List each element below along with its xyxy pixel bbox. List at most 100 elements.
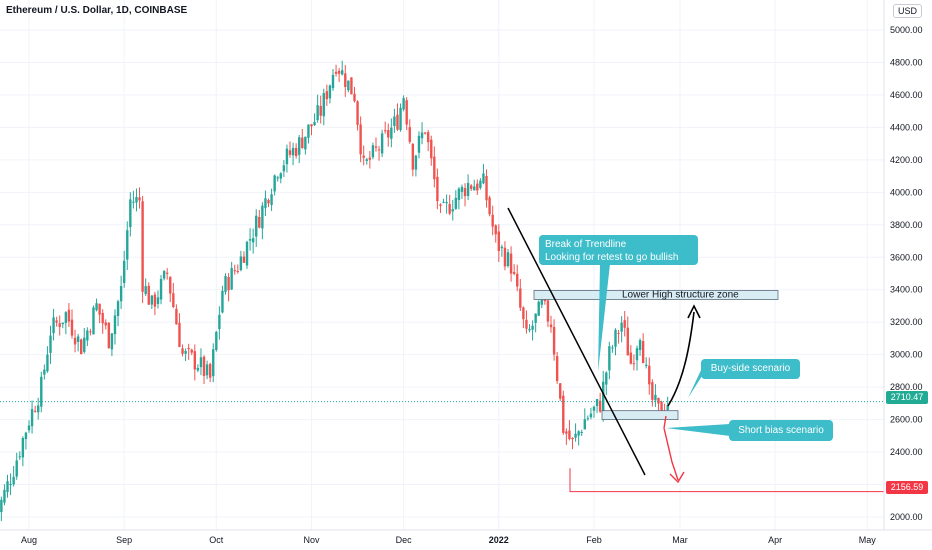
candle-body	[430, 139, 433, 159]
candle-body	[506, 252, 510, 266]
callout-break-of-trendline[interactable]: Break of Trendline Looking for retest to…	[539, 235, 698, 265]
candle-body	[242, 256, 246, 263]
candle-body	[423, 132, 427, 134]
candle-body	[347, 80, 350, 91]
candle-body	[383, 130, 387, 132]
price-tick-label: 4200.00	[890, 155, 923, 165]
candle-body	[626, 327, 629, 356]
buy-side-arrow	[667, 311, 695, 407]
candle-body	[651, 382, 654, 400]
time-tick-label: Feb	[586, 535, 602, 545]
callout-short-bias[interactable]: Short bias scenario	[729, 420, 833, 441]
candle-body	[620, 322, 623, 332]
candle-body	[76, 336, 80, 342]
candle-body	[233, 270, 236, 272]
candle-body	[359, 124, 362, 155]
candle-body	[3, 489, 6, 503]
currency-button[interactable]: USD	[892, 4, 922, 18]
candle-body	[132, 201, 135, 203]
candle-body	[344, 73, 347, 88]
candle-body	[586, 418, 590, 420]
candle-body	[122, 260, 126, 284]
candle-body	[251, 238, 255, 243]
candle-body	[473, 186, 476, 191]
candle-body	[368, 157, 372, 160]
time-tick-label: Aug	[21, 535, 37, 545]
candle-body	[645, 364, 648, 367]
candle-body	[307, 124, 310, 138]
price-tick-label: 4400.00	[890, 122, 923, 132]
candle-body	[21, 438, 25, 458]
candle-body	[230, 267, 233, 290]
candle-body	[442, 201, 445, 203]
candle-body	[196, 367, 200, 371]
candle-body	[629, 352, 633, 364]
time-tick-label: Apr	[768, 535, 782, 545]
candle-body	[319, 105, 322, 116]
candle-body	[129, 199, 132, 228]
candle-body	[491, 214, 494, 227]
candle-body	[390, 127, 393, 139]
candle-body	[365, 159, 368, 161]
price-tick-label: 3800.00	[890, 220, 923, 230]
candle-body	[40, 376, 43, 407]
candle-body	[162, 271, 166, 279]
candle-body	[331, 74, 335, 89]
candle-body	[512, 272, 516, 274]
candle-body	[479, 180, 482, 188]
candle-body	[150, 295, 154, 305]
candle-body	[534, 313, 537, 323]
candle-body	[169, 276, 172, 294]
candle-body	[565, 431, 568, 434]
price-tick-label: 2800.00	[890, 382, 923, 392]
candle-body	[396, 114, 399, 130]
candle-body	[83, 337, 86, 352]
candle-body	[175, 308, 178, 325]
candle-body	[445, 202, 448, 204]
candle-body	[341, 70, 344, 75]
price-tick-label: 4600.00	[890, 90, 923, 100]
candle-body	[248, 239, 252, 241]
callout-buy-side[interactable]: Buy-side scenario	[701, 359, 800, 379]
candle-body	[666, 405, 669, 410]
candle-body	[95, 303, 98, 311]
candle-body	[476, 183, 479, 191]
candle-body	[138, 197, 141, 201]
candle-body	[337, 70, 341, 74]
candle-body	[264, 198, 267, 208]
candle-body	[494, 225, 497, 235]
candle-body	[147, 285, 150, 305]
candle-body	[531, 325, 534, 330]
price-tick-label: 3000.00	[890, 350, 923, 360]
candle-body	[451, 209, 454, 212]
candle-body	[592, 406, 596, 411]
candle-body	[187, 348, 190, 350]
candle-body	[632, 363, 636, 365]
candle-body	[555, 356, 559, 381]
candle-body	[635, 348, 639, 361]
candle-body	[393, 116, 396, 127]
candle-body	[525, 319, 528, 329]
candle-body	[580, 431, 583, 433]
candle-body	[417, 135, 421, 153]
candle-body	[414, 155, 418, 170]
candle-body	[135, 196, 138, 203]
short-bias-arrowhead	[669, 471, 685, 484]
candle-body	[516, 273, 519, 287]
candle-body	[325, 91, 329, 100]
candle-body	[617, 332, 620, 334]
candle-body	[49, 335, 52, 353]
candle-body	[562, 395, 565, 433]
candle-body	[546, 300, 550, 322]
short-bias-arrow	[663, 415, 679, 481]
candle-body	[104, 322, 107, 326]
candle-body	[380, 133, 384, 154]
candle-body	[227, 277, 230, 291]
candle-body	[199, 357, 203, 368]
candle-body	[258, 216, 261, 228]
candle-body	[70, 319, 74, 336]
candle-body	[583, 419, 586, 430]
candle-body	[356, 101, 359, 125]
candle-body	[212, 349, 215, 377]
